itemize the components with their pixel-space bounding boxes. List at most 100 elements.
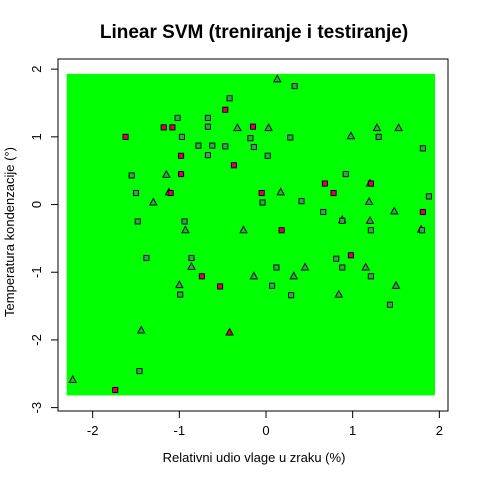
data-point-square xyxy=(222,106,229,113)
data-point-square xyxy=(178,152,185,159)
y-tick-label: -3 xyxy=(29,402,44,414)
y-tick-label: 1 xyxy=(29,133,44,140)
data-point-triangle xyxy=(68,374,78,383)
data-point-square xyxy=(249,123,257,130)
data-point-triangle xyxy=(276,187,286,196)
data-point-square xyxy=(204,123,211,130)
data-point-triangle xyxy=(161,169,171,178)
x-tick-label: -1 xyxy=(174,423,186,438)
data-point-triangle xyxy=(239,225,248,234)
x-tick-label: 2 xyxy=(436,423,443,438)
x-axis: -2 -1 0 1 2 xyxy=(87,410,443,438)
y-tick-label: 2 xyxy=(29,66,44,73)
data-point-square xyxy=(136,368,143,375)
data-point-square xyxy=(339,217,346,224)
data-point-square xyxy=(269,282,276,289)
data-point-square xyxy=(291,83,298,90)
data-point-square xyxy=(425,193,432,200)
data-point-square xyxy=(143,254,150,262)
data-point-square xyxy=(375,133,382,140)
data-point-square xyxy=(273,264,280,271)
data-point-square xyxy=(178,133,185,140)
decision-region xyxy=(66,73,436,396)
data-point-square xyxy=(174,114,181,121)
data-point-square xyxy=(247,135,254,142)
data-point-triangle xyxy=(364,196,374,205)
data-point-square xyxy=(418,227,426,234)
y-tick-label: 0 xyxy=(29,201,44,208)
data-point-square xyxy=(278,227,285,234)
data-point-triangle xyxy=(365,215,375,224)
data-point-square xyxy=(167,189,174,197)
y-tick-label: -1 xyxy=(29,266,44,278)
data-point-square xyxy=(287,134,294,141)
data-point-triangle xyxy=(389,206,399,215)
data-point-square xyxy=(128,172,135,179)
data-point-square xyxy=(330,189,337,197)
data-point-square xyxy=(178,171,185,178)
data-point-triangle xyxy=(334,289,344,298)
data-point-triangle xyxy=(225,327,234,336)
data-point-triangle xyxy=(181,225,190,234)
data-point-square xyxy=(264,152,271,159)
x-tick-label: 0 xyxy=(262,423,269,438)
data-point-square xyxy=(204,152,211,159)
data-point-square xyxy=(230,162,237,169)
data-point-square xyxy=(134,218,141,225)
data-point-triangle xyxy=(233,123,242,132)
x-tick-label: 1 xyxy=(349,423,356,438)
x-tick-label: -2 xyxy=(87,423,99,438)
data-point-square xyxy=(122,133,129,140)
data-point-square xyxy=(181,218,188,225)
data-point-triangle xyxy=(272,74,282,83)
data-point-square xyxy=(258,189,265,197)
data-point-square xyxy=(321,180,328,187)
data-point-triangle xyxy=(391,280,401,289)
x-axis-label: Relativni udio vlage u zraku (%) xyxy=(163,450,346,465)
data-point-square xyxy=(188,254,195,262)
data-point-triangle xyxy=(372,123,382,132)
data-point-square xyxy=(367,273,374,280)
data-point-square xyxy=(209,142,216,149)
data-point-triangle xyxy=(289,271,299,280)
data-point-square xyxy=(288,292,295,299)
data-point-square xyxy=(347,252,354,259)
data-point-square xyxy=(386,301,393,308)
data-point-square xyxy=(342,171,349,178)
data-point-square xyxy=(195,142,202,149)
data-point-square xyxy=(367,227,374,234)
data-point-triangle xyxy=(249,271,259,280)
data-point-square xyxy=(250,143,257,151)
data-points xyxy=(68,74,432,394)
data-point-square xyxy=(333,255,340,262)
data-point-triangle xyxy=(174,280,184,289)
data-point-triangle xyxy=(264,123,273,132)
data-point-square xyxy=(169,124,176,131)
data-point-square xyxy=(419,208,426,216)
data-point-square xyxy=(112,386,119,394)
data-point-triangle xyxy=(136,325,146,334)
data-point-square xyxy=(217,283,224,290)
data-point-square xyxy=(132,189,140,197)
data-point-square xyxy=(419,145,426,152)
data-point-square xyxy=(320,208,327,216)
data-point-square xyxy=(298,198,305,205)
data-point-square xyxy=(160,124,167,131)
y-axis: -3 -2 -1 0 1 2 xyxy=(29,66,59,414)
data-point-triangle xyxy=(394,123,403,132)
data-point-triangle xyxy=(148,197,158,206)
data-point-square xyxy=(367,180,374,187)
data-point-square xyxy=(259,199,266,206)
data-point-square xyxy=(339,264,346,271)
data-point-triangle xyxy=(187,261,196,270)
data-point-square xyxy=(198,273,205,280)
data-point-square xyxy=(222,143,229,150)
chart-title: Linear SVM (treniranje i testiranje) xyxy=(100,22,408,43)
y-tick-label: -2 xyxy=(29,334,44,346)
data-point-triangle xyxy=(361,262,371,271)
data-point-square xyxy=(204,114,211,121)
data-point-triangle xyxy=(300,262,310,271)
data-point-square xyxy=(226,95,233,102)
y-axis-label: Temperatura kondenzacije (°) xyxy=(2,147,17,317)
data-point-square xyxy=(177,291,184,298)
